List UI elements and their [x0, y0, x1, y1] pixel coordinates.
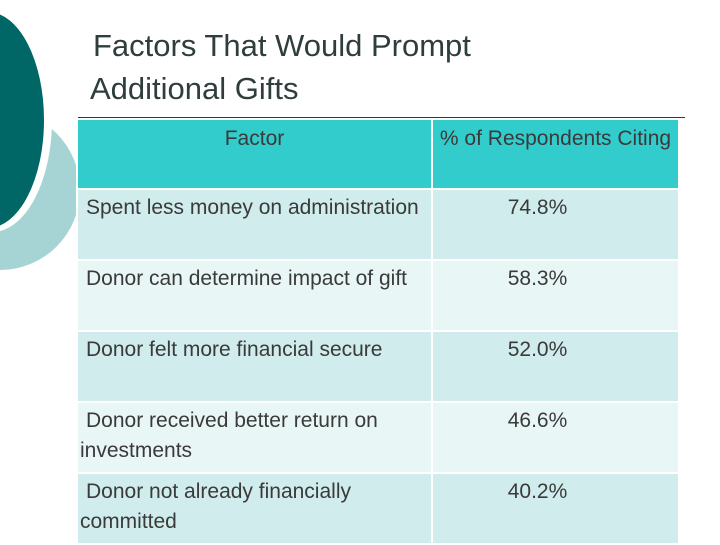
- factor-cell: Spent less money on administration: [76, 188, 433, 261]
- table-row: Donor not already financially committed …: [76, 472, 680, 545]
- factor-cell: Donor received better return on investme…: [76, 401, 433, 474]
- slide-title-line-1: Factors That Would Prompt: [93, 28, 471, 63]
- header-factor: Factor: [76, 118, 433, 190]
- title-divider: [78, 117, 685, 118]
- table-row: Donor felt more financial secure 52.0%: [76, 330, 680, 403]
- slide-title: Factors That Would Prompt Additional Gif…: [90, 24, 650, 110]
- table-row: Donor can determine impact of gift 58.3%: [76, 259, 680, 332]
- table-row: Donor received better return on investme…: [76, 401, 680, 474]
- decorative-circles-graphic: [0, 9, 80, 270]
- decorative-circles: [0, 0, 100, 300]
- percent-cell: 58.3%: [431, 259, 680, 332]
- percent-cell: 46.6%: [431, 401, 680, 474]
- factor-cell: Donor not already financially committed: [76, 472, 433, 545]
- percent-cell: 52.0%: [431, 330, 680, 403]
- table-header-row: Factor % of Respondents Citing: [76, 118, 680, 190]
- table-row: Spent less money on administration 74.8%: [76, 188, 680, 261]
- percent-cell: 74.8%: [431, 188, 680, 261]
- header-percent: % of Respondents Citing: [431, 118, 680, 190]
- slide-title-line-2: Additional Gifts: [90, 71, 299, 106]
- percent-cell: 40.2%: [431, 472, 680, 545]
- factor-cell: Donor felt more financial secure: [76, 330, 433, 403]
- factor-cell: Donor can determine impact of gift: [76, 259, 433, 332]
- factors-table: Factor % of Respondents Citing Spent les…: [76, 118, 680, 545]
